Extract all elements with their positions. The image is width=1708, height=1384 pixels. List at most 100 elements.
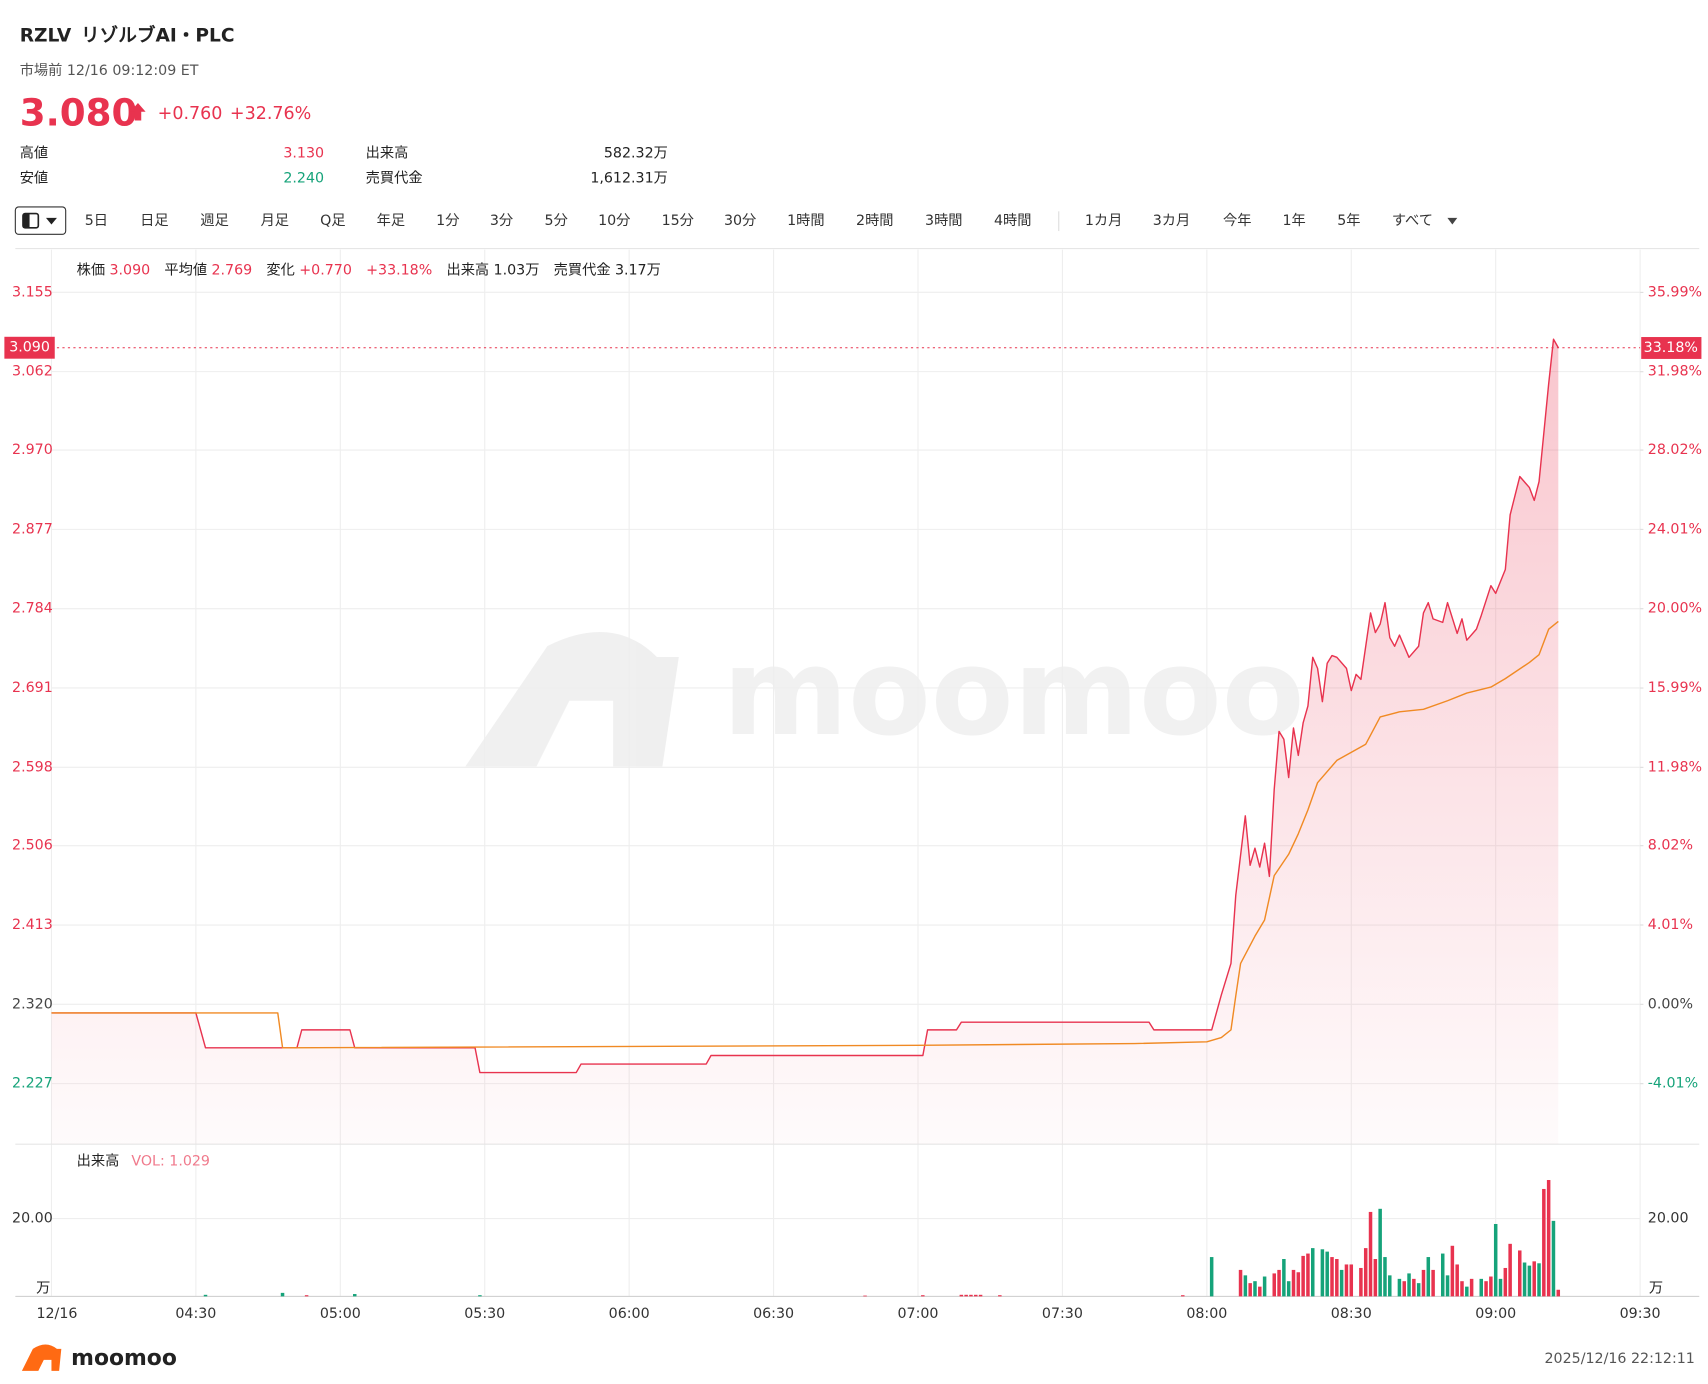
- interval-tab[interactable]: 1分: [436, 212, 459, 229]
- volume-bar: [1330, 1257, 1334, 1297]
- volume-bar: [1388, 1275, 1392, 1297]
- y2-tick-label: 4.01%: [1648, 917, 1693, 933]
- volume-bar: [1503, 1267, 1508, 1297]
- volume-bar: [280, 1292, 285, 1297]
- volume-bar: [1402, 1281, 1406, 1297]
- layout-icon-fill: [22, 213, 30, 228]
- volume-bar: [1421, 1269, 1426, 1297]
- more-caret[interactable]: [1447, 217, 1458, 225]
- interval-tab[interactable]: 1カ月: [1085, 213, 1122, 229]
- interval-tab[interactable]: 1時間: [787, 212, 824, 229]
- x-tick-label: 08:30: [1331, 1306, 1372, 1322]
- watermark-text: moomoo: [723, 623, 1305, 763]
- volume-bar: [1479, 1278, 1484, 1297]
- y2-tick-label: -4.01%: [1648, 1076, 1698, 1092]
- interval-tab[interactable]: 今年: [1223, 212, 1251, 229]
- volume-bar: [1527, 1265, 1532, 1297]
- volume-bar: [1383, 1257, 1387, 1297]
- interval-tab[interactable]: 30分: [724, 212, 756, 229]
- interval-tab[interactable]: 月足: [261, 212, 289, 229]
- stat-label: 売買代金: [366, 170, 423, 187]
- y-tick-label: 2.784: [12, 601, 53, 617]
- interval-tab[interactable]: 3カ月: [1153, 213, 1190, 229]
- volume-unit: 万: [36, 1281, 50, 1297]
- volume-bar: [1253, 1281, 1257, 1297]
- interval-tab[interactable]: 5分: [545, 212, 568, 229]
- symbol: RZLV: [20, 26, 72, 47]
- interval-tab[interactable]: 10分: [598, 212, 630, 229]
- average-line: [51, 620, 1559, 1049]
- volume-bar: [959, 1294, 964, 1297]
- interval-tab[interactable]: すべて: [1392, 212, 1433, 229]
- volume-bar: [1378, 1208, 1382, 1297]
- info-item: +33.18%: [366, 262, 432, 278]
- volume-bar: [974, 1294, 978, 1297]
- price-change: +0.760: [158, 104, 223, 124]
- watermark: moomoo: [465, 623, 1305, 767]
- x-tick-label: 06:00: [609, 1306, 650, 1322]
- x-tick-label: 04:30: [175, 1306, 216, 1322]
- interval-tab[interactable]: 1年: [1283, 212, 1306, 229]
- volume-bar: [1339, 1269, 1344, 1297]
- volume-bar: [1407, 1273, 1411, 1297]
- volume-bar: [304, 1295, 309, 1297]
- volume-bar: [1296, 1272, 1301, 1297]
- current-price-tag: [4, 336, 55, 359]
- volume-bar: [352, 1294, 357, 1297]
- price-line: [51, 338, 1559, 1074]
- volume-bar: [478, 1295, 482, 1297]
- volume-bar: [998, 1295, 1002, 1297]
- volume-bar: [1311, 1248, 1315, 1297]
- y-tick-label: 2.506: [12, 838, 53, 854]
- volume-bar: [1426, 1257, 1431, 1297]
- info-item: +0.770: [299, 262, 352, 278]
- stat-label: 出来高: [366, 144, 409, 161]
- volume-bar: [1416, 1283, 1421, 1297]
- interval-tab[interactable]: 3分: [490, 212, 513, 229]
- interval-tab[interactable]: 5年: [1337, 212, 1360, 229]
- interval-tab[interactable]: 5日: [85, 213, 108, 229]
- volume-bar: [1445, 1275, 1450, 1297]
- info-item: 出来高: [446, 261, 489, 278]
- session-time: 市場前 12/16 09:12:09 ET: [20, 62, 199, 79]
- y2-tick-label: 20.00%: [1648, 601, 1702, 617]
- volume-bar: [1498, 1278, 1503, 1297]
- current-pct-label: 33.18%: [1644, 340, 1698, 356]
- interval-tab[interactable]: 3時間: [925, 212, 962, 229]
- volume-bar: [1489, 1276, 1493, 1297]
- current-pct-tag: [1641, 337, 1702, 359]
- volume-bar: [1412, 1278, 1416, 1297]
- info-item: 3.17万: [615, 262, 661, 278]
- interval-tab[interactable]: 15分: [662, 212, 694, 229]
- interval-tab[interactable]: 週足: [200, 212, 228, 229]
- interval-tab[interactable]: 日足: [140, 212, 168, 229]
- stat-value: 3.130: [283, 145, 324, 161]
- y-tick-label: 2.970: [12, 442, 53, 458]
- volume-bar: [1359, 1267, 1363, 1297]
- interval-tab[interactable]: 2時間: [856, 212, 893, 229]
- volume-tick-label-right: 20.00: [1648, 1211, 1689, 1227]
- y-tick-label: 2.691: [12, 680, 53, 696]
- timestamp: 2025/12/16 22:12:11: [1545, 1351, 1695, 1367]
- y2-tick-label: 35.99%: [1648, 284, 1702, 300]
- y-tick-label: 2.227: [12, 1076, 53, 1092]
- volume-bar: [1282, 1259, 1286, 1297]
- volume-bar: [1546, 1180, 1551, 1297]
- volume-bar: [1465, 1286, 1469, 1297]
- volume-bar: [1349, 1264, 1354, 1297]
- interval-tab[interactable]: 4時間: [994, 212, 1031, 229]
- interval-tab[interactable]: 年足: [377, 212, 405, 229]
- x-tick-label: 05:30: [464, 1306, 505, 1322]
- y2-tick-label: 8.02%: [1648, 838, 1693, 854]
- volume-bar: [1450, 1245, 1455, 1297]
- interval-tab[interactable]: Q足: [320, 212, 345, 229]
- y-tick-label: 3.155: [12, 284, 53, 300]
- volume-bar: [1532, 1261, 1536, 1297]
- info-item: 売買代金: [554, 261, 611, 278]
- y2-tick-label: 0.00%: [1648, 996, 1693, 1012]
- x-tick-label: 09:00: [1475, 1306, 1516, 1322]
- stat-label: 安値: [20, 170, 48, 187]
- volume-bar: [1291, 1269, 1296, 1297]
